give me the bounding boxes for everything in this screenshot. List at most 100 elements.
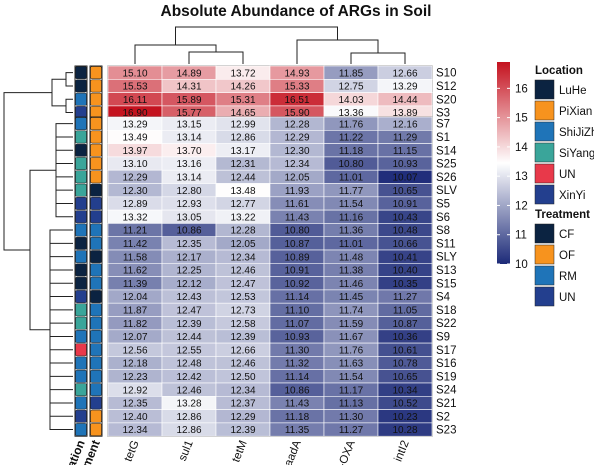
cell-value: 10.91 (284, 266, 309, 277)
cell-value: 12.48 (176, 359, 201, 370)
cell-value: 14.65 (230, 108, 255, 119)
cell-value: 12.40 (122, 412, 147, 423)
cell-value: 10.86 (284, 385, 309, 396)
dendrogram-branch (29, 169, 56, 331)
treatment-annotation-cell (90, 117, 102, 131)
location-annotation-cell (75, 290, 87, 303)
cell-value: 13.36 (338, 108, 363, 119)
dendrogram-branch (65, 98, 73, 114)
treatment-annotation-cell (90, 316, 102, 330)
location-annotation-cell (75, 369, 87, 383)
location-annotation-cell (75, 383, 87, 397)
cell-value: 14.44 (392, 95, 417, 106)
location-annotation-cell (75, 170, 87, 184)
cell-value: 13.05 (176, 212, 201, 223)
treatment-annotation-cell (90, 223, 102, 237)
location-annotation-cell (75, 197, 87, 210)
treatment-annotation-cell (90, 157, 102, 170)
cell-value: 11.17 (339, 385, 364, 396)
location-annotation-cell (75, 276, 87, 290)
cell-value: 15.33 (284, 82, 309, 93)
row-label: S5 (436, 198, 450, 210)
cell-value: 10.93 (284, 332, 309, 343)
column-label: sul1 (177, 439, 196, 463)
treatment-annotation-cell (90, 79, 102, 93)
legend-title: Location (535, 65, 583, 77)
row-label: S13 (436, 265, 456, 277)
cell-value: 11.93 (285, 186, 310, 197)
cell-value: 10.40 (392, 266, 417, 277)
row-label: S12 (436, 81, 456, 93)
treatment-annotation-cell (90, 409, 102, 423)
cell-value: 11.46 (339, 279, 364, 290)
cell-value: 13.32 (122, 212, 147, 223)
cell-value: 11.13 (339, 399, 364, 410)
cell-value: 12.31 (230, 159, 255, 170)
cell-value: 12.18 (122, 359, 147, 370)
treatment-annotation-cell (90, 143, 102, 157)
column-label: tetM (230, 439, 250, 464)
cell-value: 13.15 (176, 119, 201, 130)
dendrogram-branch (51, 78, 66, 107)
legend-swatch (534, 244, 555, 265)
treatment-annotation-cell (90, 197, 102, 210)
legend-label: PiXian (559, 106, 592, 118)
legend-label: CF (559, 229, 574, 241)
cell-value: 10.61 (392, 345, 417, 356)
legend-swatch (534, 184, 555, 205)
cell-value: 12.16 (392, 119, 417, 130)
color-bar-tick-label: 10 (515, 259, 528, 271)
cell-value: 11.87 (123, 305, 148, 316)
cell-value: 11.82 (123, 319, 148, 330)
cell-value: 12.28 (284, 119, 309, 130)
dendrogram-branch (49, 229, 73, 431)
treatment-annotation-cell (90, 183, 102, 197)
legend-label: OF (559, 250, 575, 262)
cell-value: 12.37 (230, 399, 255, 410)
color-bar-tick-label: 14 (515, 142, 528, 154)
location-annotation-cell (75, 263, 87, 277)
cell-value: 10.35 (392, 279, 417, 290)
location-legend: Location LuHe PiXian ShiJiZhen SiYang UN XinYi (534, 65, 594, 205)
cell-value: 15.77 (176, 108, 201, 119)
cell-value: 10.65 (392, 372, 417, 383)
location-annotation-cell (75, 343, 87, 357)
cell-value: 14.93 (284, 68, 309, 79)
cell-value: 10.93 (392, 159, 417, 170)
cell-value: 10.36 (392, 332, 417, 343)
cell-value: 12.56 (122, 345, 147, 356)
annotation-columns (74, 65, 103, 437)
cell-value: 12.12 (176, 279, 201, 290)
legend-label: LuHe (559, 85, 587, 97)
row-label: S18 (436, 305, 456, 317)
cell-value: 12.17 (176, 252, 201, 263)
cell-value: 12.86 (230, 133, 255, 144)
cell-value: 12.30 (284, 146, 309, 157)
color-bar-tick-label: 16 (515, 83, 528, 95)
cell-value: 14.26 (230, 82, 255, 93)
cell-value: 14.89 (176, 68, 201, 79)
cell-value: 12.77 (230, 199, 255, 210)
row-label: S17 (436, 345, 456, 357)
cell-value: 15.31 (230, 95, 255, 106)
row-label: S22 (436, 318, 456, 330)
cell-value: 12.44 (230, 172, 255, 183)
cell-value: 13.72 (230, 68, 255, 79)
cell-value: 13.29 (392, 82, 417, 93)
cell-value: 10.23 (392, 412, 417, 423)
cell-value: 10.91 (392, 199, 417, 210)
cell-value: 12.86 (176, 412, 201, 423)
cell-value: 12.73 (230, 305, 255, 316)
cell-value: 12.23 (122, 372, 147, 383)
row-label: S23 (436, 425, 456, 437)
location-annotation-cell (75, 92, 87, 106)
cell-value: 14.03 (338, 95, 363, 106)
cell-value: 12.29 (284, 133, 309, 144)
location-annotation-cell (75, 409, 87, 423)
cell-value: 13.97 (122, 146, 147, 157)
cell-value: 11.54 (339, 199, 364, 210)
cell-value: 11.01 (339, 239, 364, 250)
cell-value: 12.29 (122, 172, 147, 183)
cell-value: 13.16 (176, 159, 201, 170)
cell-value: 10.80 (338, 159, 363, 170)
